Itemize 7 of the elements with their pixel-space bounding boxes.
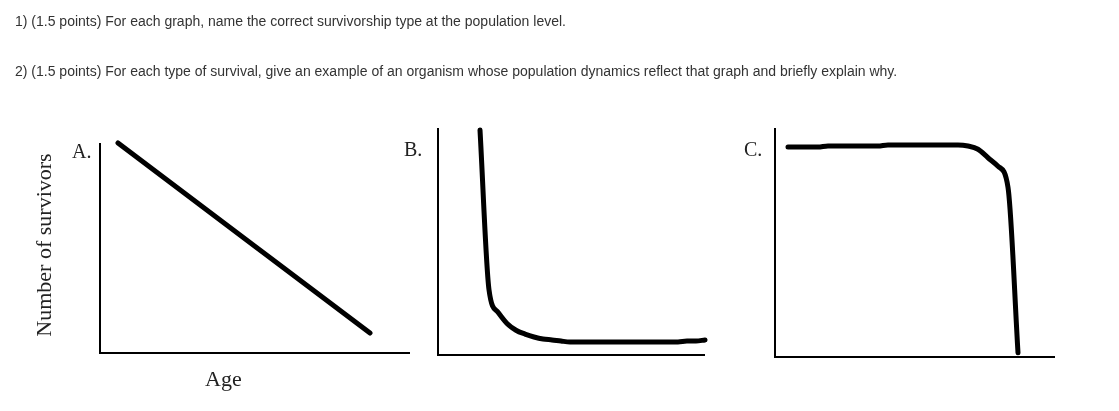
x-axis-title: Age	[205, 366, 242, 392]
text: 2) (1.5 points) For each type of survival, give an example of an organism whose population dynamics reflect that graph and briefly explain why.	[15, 63, 898, 79]
text: 1) (1.5 points) For each graph, name the correct survivorship type at the population level.	[15, 13, 566, 29]
y-axis-title: Number of survivors	[30, 153, 57, 337]
chart-title: C.	[744, 138, 763, 161]
chart-title: A.	[72, 140, 92, 163]
chart-title: B.	[404, 138, 423, 161]
